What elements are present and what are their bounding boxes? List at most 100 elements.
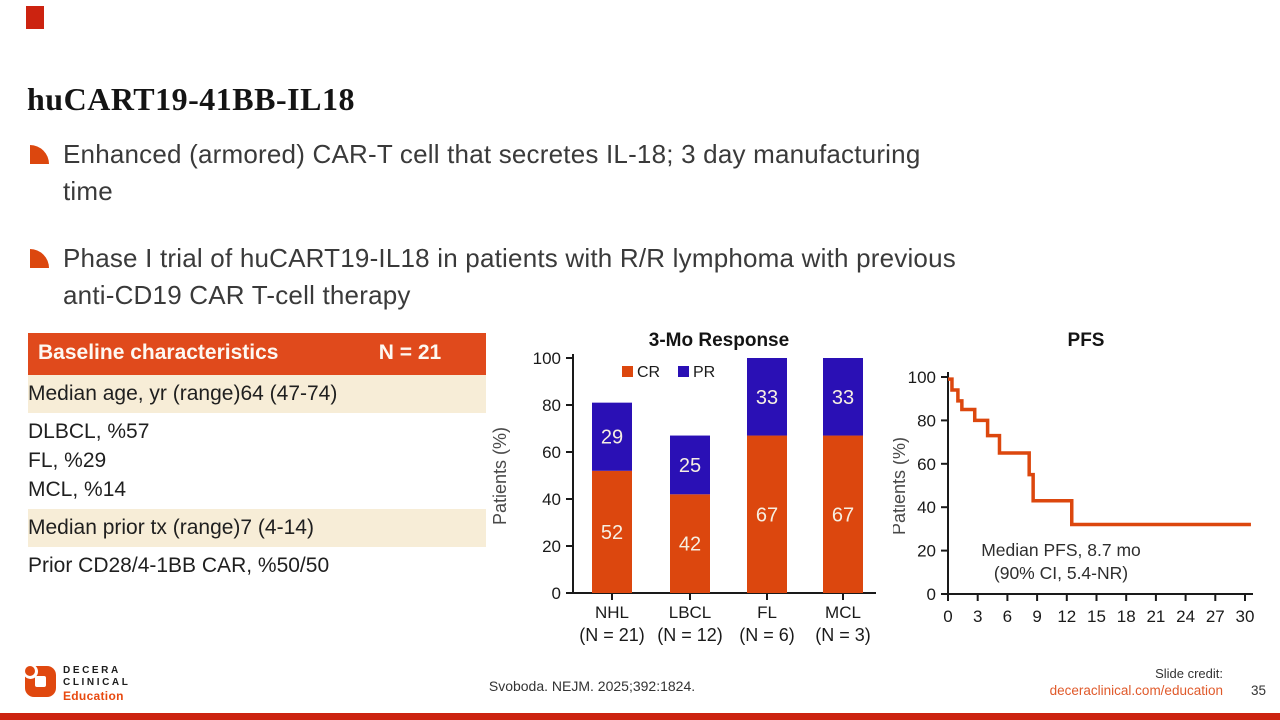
table-header-value: N = 21 [378, 341, 442, 364]
pfs-axes [947, 372, 1253, 595]
row-label: Median age, yr (range) [28, 382, 241, 405]
row-value: 29 [82, 449, 107, 472]
x-tick-label: 24 [1176, 607, 1195, 626]
bar-segment-PR-MCL [823, 358, 863, 436]
slide-title: huCART19-41BB-IL18 [27, 81, 355, 118]
bar-segment-PR-LBCL [670, 435, 710, 495]
km-step-curve [948, 377, 1251, 527]
logo-text: DECERA CLINICAL Education [63, 665, 130, 703]
bar-value-PR-NHL: 29 [601, 427, 623, 449]
y-tick-label: 80 [917, 411, 936, 430]
bar-value-CR-LBCL: 42 [679, 534, 701, 556]
pfs-annotation-line1: Median PFS, 8.7 mo [981, 540, 1141, 560]
table-row: Median age, yr (range) 64 (47-74) [28, 375, 486, 413]
bar-segment-PR-FL [747, 358, 787, 436]
x-category-sublabel: (N = 12) [657, 625, 723, 645]
x-tick-label: 27 [1206, 607, 1225, 626]
bar-chart-3mo-response: 3-Mo Response 0 20 40 60 80 100 Patients (%) CR P… [490, 320, 890, 665]
bar-value-PR-FL: 33 [756, 387, 778, 409]
pfs-km-chart: PFS 0 20 40 60 80 100 Patients (%) 0 3 6 9 12 15 18 21 2… [889, 320, 1278, 665]
bar-value-PR-LBCL: 25 [679, 455, 701, 477]
table-row: Median prior tx (range) 7 (4-14) [28, 509, 486, 547]
x-tick-label: 3 [973, 607, 982, 626]
row-label: DLBCL, % [28, 420, 127, 443]
y-tick-label: 20 [917, 542, 936, 561]
y-tick-label: 80 [542, 396, 561, 415]
table-row: Prior CD28/4-1BB CAR, % 50/50 [28, 547, 486, 585]
pfs-chart-title: PFS [1068, 330, 1105, 351]
table-header-label: Baseline characteristics [38, 341, 279, 364]
x-category-sublabel: (N = 6) [739, 625, 795, 645]
row-label: FL, % [28, 449, 83, 472]
bar-segment-PR-NHL [592, 402, 632, 471]
citation: Svoboda. NEJM. 2025;392:1824. [488, 678, 696, 694]
row-value: 64 (47-74) [240, 382, 338, 405]
x-category-label: MCL [825, 603, 861, 622]
x-tick-label: 15 [1087, 607, 1106, 626]
decera-logo-icon [23, 664, 56, 697]
y-tick-label: 60 [917, 455, 936, 474]
y-tick-label: 100 [908, 368, 936, 387]
bar-chart-title: 3-Mo Response [649, 330, 789, 351]
x-tick-label: 0 [943, 607, 952, 626]
x-tick-label: 6 [1003, 607, 1012, 626]
table-header-row: Baseline characteristics N = 21 [28, 333, 486, 375]
x-category-label: FL [757, 603, 777, 622]
x-category-sublabel: (N = 3) [815, 625, 871, 645]
bar-ylabel: Patients (%) [490, 427, 510, 525]
x-tick-label: 30 [1236, 607, 1255, 626]
logo-line-decera: DECERA [63, 665, 121, 676]
decera-logo: DECERA CLINICAL Education [23, 664, 225, 705]
bullet-text: Phase I trial of huCART19-IL18 in patien… [63, 243, 956, 310]
bar-value-CR-NHL: 52 [601, 522, 623, 544]
y-tick-label: 40 [542, 490, 561, 509]
x-tick-label: 18 [1117, 607, 1136, 626]
bar-value-CR-MCL: 67 [832, 504, 854, 526]
bullet-item: Enhanced (armored) CAR-T cell that secre… [30, 136, 1245, 210]
x-tick-label: 9 [1032, 607, 1041, 626]
slide-credit-link[interactable]: deceraclinical.com/education [1049, 683, 1223, 698]
y-tick-label: 0 [927, 585, 936, 604]
y-tick-label: 100 [533, 349, 561, 368]
page-number: 35 [1250, 683, 1266, 698]
x-category-label: NHL [595, 603, 629, 622]
bar-segment-CR-MCL [823, 435, 863, 593]
y-tick-label: 60 [542, 443, 561, 462]
row-label: Median prior tx (range) [28, 516, 241, 539]
row-value: 14 [102, 478, 127, 501]
slide-credit-label: Slide credit: [1155, 666, 1223, 681]
table-body: Median age, yr (range) 64 (47-74) DLBCL, %… [28, 375, 486, 585]
row-label: Prior CD28/4-1BB CAR, % [28, 554, 277, 577]
x-category-label: LBCL [669, 603, 712, 622]
bar-segment-CR-NHL [592, 470, 632, 593]
x-category-sublabel: (N = 21) [579, 625, 645, 645]
bar-value-PR-MCL: 33 [832, 387, 854, 409]
pfs-chart-svg: PFS 0 20 40 60 80 100 Patients (%) 0 3 6 9 12 15 18 21 2… [889, 330, 1255, 626]
row-value: 57 [126, 420, 150, 443]
y-tick-label: 40 [917, 498, 936, 517]
bullet-item: Phase I trial of huCART19-IL18 in patien… [30, 240, 1245, 314]
x-tick-label: 12 [1057, 607, 1076, 626]
bottom-accent-bar [0, 713, 1280, 720]
y-tick-label: 20 [542, 537, 561, 556]
bar-value-CR-FL: 67 [756, 504, 778, 526]
row-value: 50/50 [276, 554, 330, 577]
bar-chart-svg: 3-Mo Response 0 20 40 60 80 100 Patients (%) CR P… [490, 330, 876, 645]
bullet-text: Enhanced (armored) CAR-T cell that secre… [63, 139, 921, 206]
logo-line-clinical: CLINICAL [63, 677, 131, 688]
y-tick-label: 0 [552, 584, 561, 603]
bullet-list: Enhanced (armored) CAR-T cell that secre… [30, 136, 1245, 344]
table-row: DLBCL, % 57 FL, % 29 MCL, % 14 [28, 413, 486, 509]
row-label: MCL, % [28, 478, 103, 501]
bar-segment-CR-FL [747, 435, 787, 593]
logo-line-education: Education [63, 689, 124, 703]
bar-segment-CR-LBCL [670, 494, 710, 593]
pfs-ylabel: Patients (%) [893, 437, 909, 535]
baseline-characteristics-table: Baseline characteristics N = 21 Median a… [28, 333, 486, 585]
x-tick-label: 21 [1146, 607, 1165, 626]
legend-label-PR: PR [693, 364, 715, 381]
legend-label-CR: CR [637, 364, 660, 381]
bullet-marker-icon [30, 249, 49, 268]
row-value: 7 (4-14) [240, 516, 314, 539]
